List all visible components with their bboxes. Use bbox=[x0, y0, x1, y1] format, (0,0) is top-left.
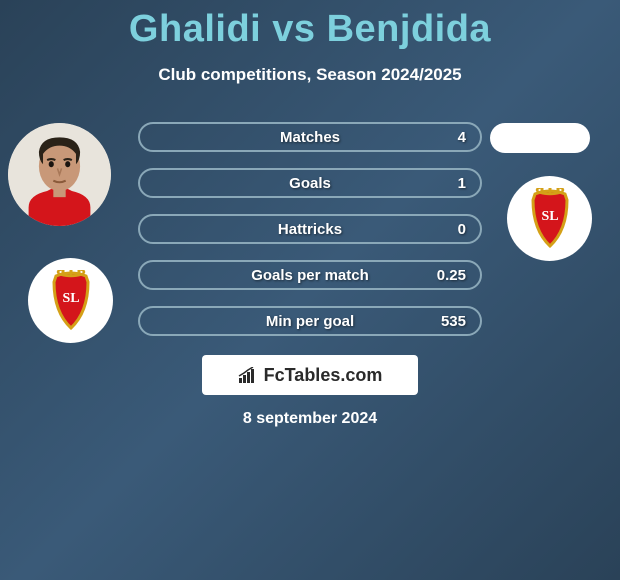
stat-value-right: 0.25 bbox=[437, 267, 466, 284]
logo-text: FcTables.com bbox=[264, 365, 383, 386]
site-logo: FcTables.com bbox=[202, 355, 418, 395]
player-right-avatar bbox=[490, 123, 590, 153]
stat-value-right: 4 bbox=[458, 129, 466, 146]
stat-label: Matches bbox=[280, 129, 340, 146]
chart-icon bbox=[238, 367, 258, 383]
stat-row: Matches 4 bbox=[138, 122, 482, 152]
club-badge-icon: SL bbox=[525, 188, 575, 250]
stat-row: Hattricks 0 bbox=[138, 214, 482, 244]
stat-label: Min per goal bbox=[266, 313, 354, 330]
stat-value-right: 1 bbox=[458, 175, 466, 192]
club-left-badge: SL bbox=[28, 258, 113, 343]
date-text: 8 september 2024 bbox=[0, 410, 620, 428]
stat-row: Goals 1 bbox=[138, 168, 482, 198]
player-avatar-icon bbox=[8, 123, 111, 226]
stat-label: Hattricks bbox=[278, 221, 342, 238]
svg-text:SL: SL bbox=[541, 209, 558, 224]
stat-value-right: 535 bbox=[441, 313, 466, 330]
stat-value-right: 0 bbox=[458, 221, 466, 238]
club-right-badge: SL bbox=[507, 176, 592, 261]
subtitle: Club competitions, Season 2024/2025 bbox=[0, 65, 620, 85]
player-left-avatar bbox=[8, 123, 111, 226]
stats-container: Matches 4 Goals 1 Hattricks 0 Goals per … bbox=[138, 122, 482, 352]
club-badge-icon: SL bbox=[46, 270, 96, 332]
stat-label: Goals bbox=[289, 175, 331, 192]
page-title: Ghalidi vs Benjdida bbox=[0, 0, 620, 51]
stat-row: Min per goal 535 bbox=[138, 306, 482, 336]
stat-label: Goals per match bbox=[251, 267, 369, 284]
svg-text:SL: SL bbox=[62, 291, 79, 306]
stat-row: Goals per match 0.25 bbox=[138, 260, 482, 290]
